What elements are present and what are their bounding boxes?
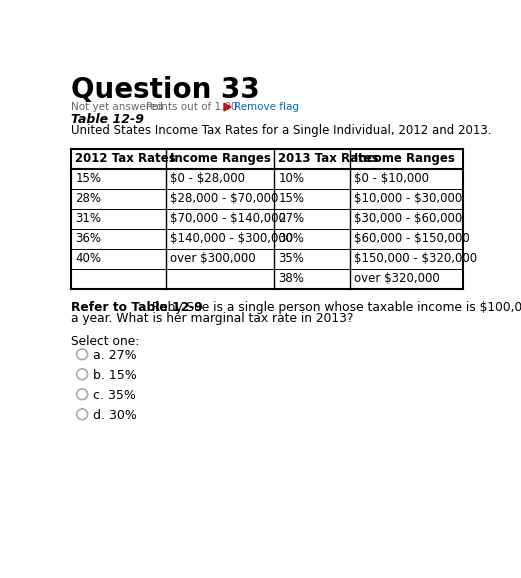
Text: \$150,000 - \$320,000: \$150,000 - \$320,000: [354, 252, 477, 265]
Text: \$70,000 - \$140,000: \$70,000 - \$140,000: [170, 212, 286, 225]
Text: 38%: 38%: [278, 272, 304, 286]
Text: a. 27%: a. 27%: [93, 349, 137, 362]
Text: 15%: 15%: [278, 192, 304, 205]
Text: Remove flag: Remove flag: [234, 102, 299, 112]
Text: over \$300,000: over \$300,000: [170, 252, 255, 265]
Text: Income Ranges: Income Ranges: [170, 152, 270, 165]
Text: d. 30%: d. 30%: [93, 409, 137, 422]
Text: a year. What is her marginal tax rate in 2013?: a year. What is her marginal tax rate in…: [71, 312, 354, 325]
Text: c. 35%: c. 35%: [93, 389, 136, 402]
Text: Refer to Table 12-9: Refer to Table 12-9: [71, 301, 203, 314]
Text: \$30,000 - \$60,000: \$30,000 - \$60,000: [354, 212, 463, 225]
Text: 31%: 31%: [75, 212, 101, 225]
Bar: [71, 149, 463, 289]
Text: . Ruby Sue is a single person whose taxable income is \$100,000: . Ruby Sue is a single person whose taxa…: [144, 301, 521, 314]
Text: 40%: 40%: [75, 252, 101, 265]
Text: \$60,000 - \$150,000: \$60,000 - \$150,000: [354, 232, 470, 245]
Text: Points out of 1.00: Points out of 1.00: [146, 102, 238, 112]
Text: b. 15%: b. 15%: [93, 369, 137, 382]
Text: 2013 Tax Rates: 2013 Tax Rates: [278, 152, 379, 165]
Polygon shape: [224, 103, 231, 111]
Text: 35%: 35%: [278, 252, 304, 265]
Text: \$28,000 - \$70,000: \$28,000 - \$70,000: [170, 192, 278, 205]
Text: 2012 Tax Rates: 2012 Tax Rates: [75, 152, 176, 165]
Text: United States Income Tax Rates for a Single Individual, 2012 and 2013.: United States Income Tax Rates for a Sin…: [71, 124, 492, 137]
Text: 30%: 30%: [278, 232, 304, 245]
Text: \$0 - \$28,000: \$0 - \$28,000: [170, 172, 245, 185]
Text: over \$320,000: over \$320,000: [354, 272, 440, 286]
Text: 28%: 28%: [75, 192, 101, 205]
Text: Not yet answered: Not yet answered: [71, 102, 163, 112]
Text: 10%: 10%: [278, 172, 304, 185]
Text: Table 12-9: Table 12-9: [71, 113, 144, 126]
Text: \$10,000 - \$30,000: \$10,000 - \$30,000: [354, 192, 463, 205]
Text: \$0 - \$10,000: \$0 - \$10,000: [354, 172, 429, 185]
Text: Question 33: Question 33: [71, 76, 260, 103]
Text: Income Ranges: Income Ranges: [354, 152, 455, 165]
Text: 27%: 27%: [278, 212, 304, 225]
Text: \$140,000 - \$300,000: \$140,000 - \$300,000: [170, 232, 293, 245]
Text: Select one:: Select one:: [71, 335, 140, 348]
Text: 36%: 36%: [75, 232, 101, 245]
Text: 15%: 15%: [75, 172, 101, 185]
